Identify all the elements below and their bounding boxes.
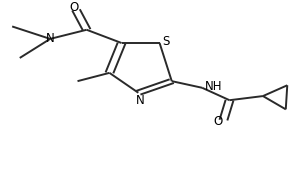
Text: N: N bbox=[46, 32, 54, 45]
Text: O: O bbox=[70, 1, 79, 14]
Text: O: O bbox=[213, 115, 223, 128]
Text: S: S bbox=[163, 35, 170, 48]
Text: N: N bbox=[136, 94, 144, 107]
Text: NH: NH bbox=[205, 80, 222, 93]
